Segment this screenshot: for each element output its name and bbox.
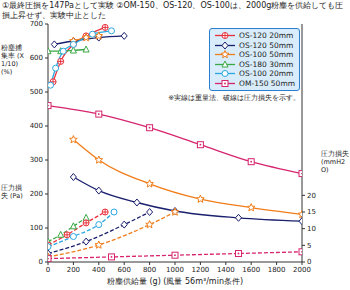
svg-text:20: 20 (307, 192, 316, 200)
svg-text:800: 800 (143, 266, 156, 274)
html-text:OS-120 50mm: OS-120 50mm (239, 40, 294, 50)
html-text:OS-100 20mm: OS-100 20mm (239, 69, 294, 78)
svg-text:300: 300 (30, 156, 43, 164)
html-text:OS-180 30mm: OS-180 30mm (239, 59, 294, 69)
svg-text:600: 600 (30, 54, 43, 62)
svg-text:5: 5 (307, 242, 311, 250)
svg-text:10: 10 (307, 225, 316, 233)
svg-text:600: 600 (118, 266, 131, 274)
svg-text:15: 15 (307, 208, 316, 216)
svg-text:1800: 1800 (268, 266, 286, 274)
html-text:OM-150 50mm: OM-150 50mm (239, 78, 295, 88)
svg-text:0: 0 (46, 266, 50, 274)
svg-text:1200: 1200 (191, 266, 209, 274)
svg-text:0: 0 (39, 258, 43, 266)
html-text:粉塵供給量 (g) (風量 56m³/min条件): 粉塵供給量 (g) (風量 56m³/min条件) (106, 277, 244, 286)
svg-text:1600: 1600 (242, 266, 260, 274)
svg-text:2000: 2000 (293, 266, 311, 274)
html-text:※実線は重量法、破線は圧力損失を示す。: ※実線は重量法、破線は圧力損失を示す。 (168, 94, 300, 102)
svg-text:400: 400 (30, 122, 43, 130)
svg-text:1000: 1000 (166, 266, 184, 274)
svg-text:200: 200 (67, 266, 80, 274)
svg-text:200: 200 (30, 190, 43, 198)
svg-text:400: 400 (92, 266, 105, 274)
svg-text:100: 100 (30, 224, 43, 232)
html-text:OS-100 50mm: OS-100 50mm (239, 50, 294, 59)
html-text:粉塵捕集率 (X1/10) (%): 粉塵捕集率 (X1/10) (%) (1, 44, 25, 77)
svg-text:1400: 1400 (217, 266, 235, 274)
html-text:圧力損失 (mmH2O): 圧力損失 (mmH2O) (321, 149, 349, 174)
svg-text:0: 0 (307, 258, 311, 266)
html-text:OS-120 20mm: OS-120 20mm (239, 31, 294, 40)
svg-text:700: 700 (30, 20, 43, 28)
svg-text:500: 500 (30, 88, 43, 96)
html-text:①最終圧損を147Paとして実験 ②OM-150、OS-12: ①最終圧損を147Paとして実験 ②OM-150、OS-120、OS-100は、… (2, 1, 344, 20)
html-text:圧力損失 (Pa): 圧力損失 (Pa) (1, 183, 23, 200)
